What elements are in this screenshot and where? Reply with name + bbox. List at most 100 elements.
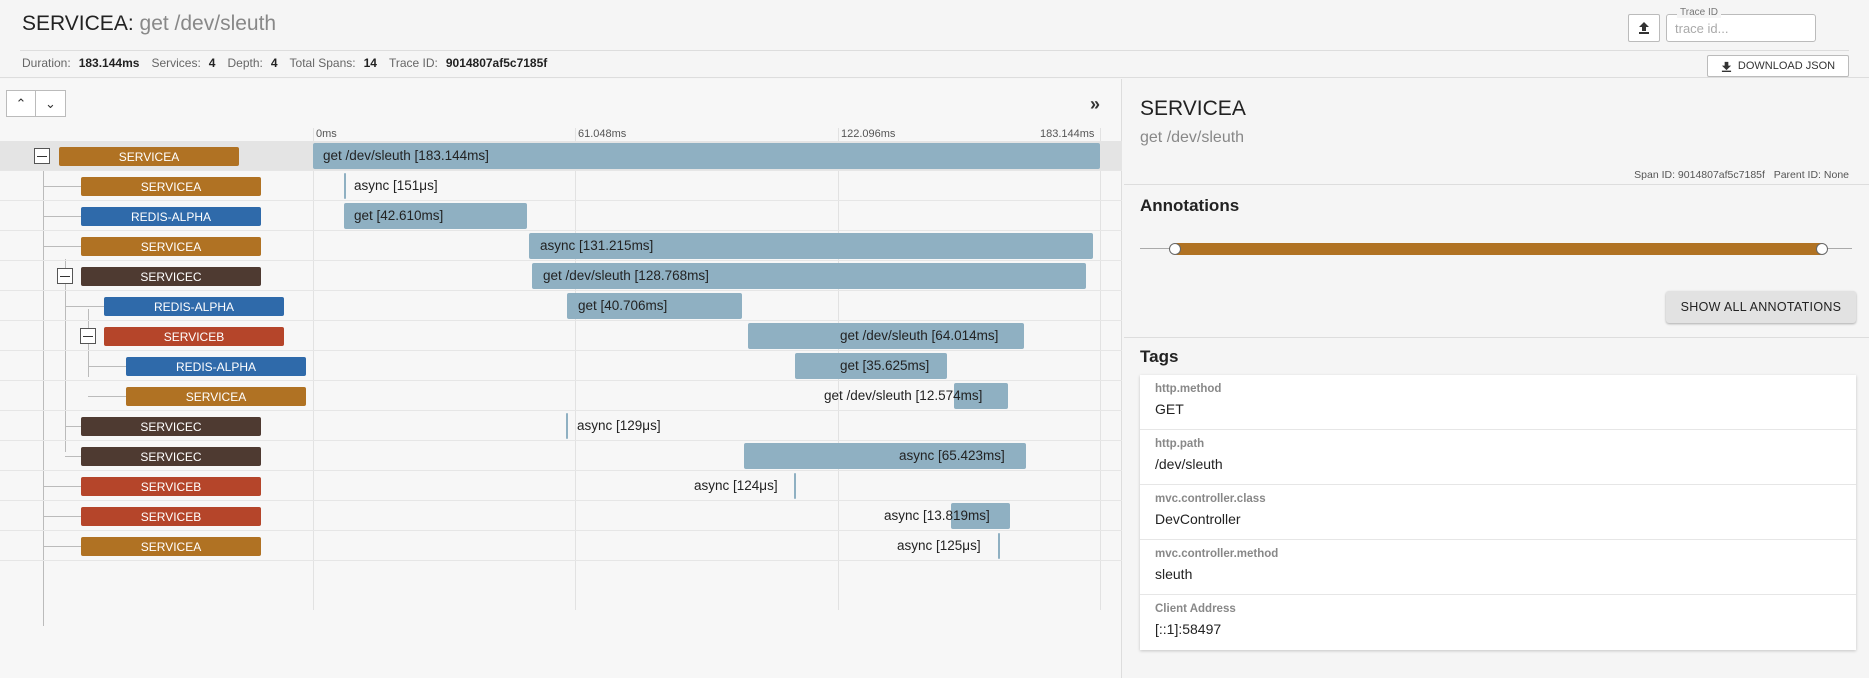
service-badge: SERVICEC bbox=[81, 267, 261, 286]
span-row[interactable]: REDIS-ALPHA get [40.706ms] bbox=[0, 291, 1122, 321]
tag-item: http.path /dev/sleuth bbox=[1140, 430, 1856, 485]
tree-line bbox=[65, 306, 104, 307]
service-badge: REDIS-ALPHA bbox=[81, 207, 261, 226]
span-bar bbox=[998, 533, 1000, 559]
trace-id-field[interactable]: Trace ID bbox=[1666, 7, 1816, 42]
parent-id-label: Parent ID: bbox=[1773, 169, 1821, 181]
span-bar bbox=[954, 383, 1008, 409]
download-json-button[interactable]: DOWNLOAD JSON bbox=[1707, 55, 1849, 77]
span-label: async [129μs] bbox=[577, 418, 661, 433]
tag-value: sleuth bbox=[1155, 566, 1193, 582]
annotation-marker[interactable] bbox=[1816, 243, 1828, 255]
download-icon bbox=[1721, 61, 1731, 72]
tag-item: mvc.controller.class DevController bbox=[1140, 485, 1856, 540]
tick-label: 122.096ms bbox=[841, 128, 896, 140]
depth-value: 4 bbox=[270, 56, 278, 70]
upload-icon bbox=[1639, 22, 1649, 34]
tree-line bbox=[43, 186, 81, 187]
show-all-annotations-button[interactable]: SHOW ALL ANNOTATIONS bbox=[1666, 291, 1856, 323]
detail-service-name: SERVICEA bbox=[1140, 97, 1246, 120]
tree-line bbox=[43, 159, 44, 626]
total-spans-label: Total Spans: bbox=[289, 56, 356, 70]
chevron-up-icon: ⌃ bbox=[15, 95, 27, 111]
tick-line bbox=[575, 128, 576, 610]
span-bar bbox=[566, 413, 568, 439]
collapse-toggle[interactable] bbox=[57, 268, 73, 284]
collapse-toggle[interactable] bbox=[34, 148, 50, 164]
tick-line bbox=[1100, 128, 1101, 610]
span-row[interactable]: SERVICEC async [129μs] bbox=[0, 411, 1122, 441]
span-row[interactable]: SERVICEA async [125μs] bbox=[0, 531, 1122, 561]
upload-button[interactable] bbox=[1628, 14, 1660, 42]
span-label: async [131.215ms] bbox=[540, 238, 654, 253]
double-chevron-right-icon: » bbox=[1090, 94, 1101, 114]
tag-key: http.path bbox=[1155, 438, 1205, 450]
span-label: async [125μs] bbox=[897, 538, 981, 553]
toggle-detail-button[interactable]: » bbox=[1090, 94, 1100, 115]
span-row[interactable]: SERVICEB async [13.819ms] bbox=[0, 501, 1122, 531]
span-row[interactable]: SERVICEC get /dev/sleuth [128.768ms] bbox=[0, 261, 1122, 291]
tags-title: Tags bbox=[1140, 347, 1179, 366]
span-label: get /dev/sleuth [183.144ms] bbox=[323, 148, 489, 163]
service-badge: SERVICEC bbox=[81, 447, 261, 466]
service-badge: SERVICEA bbox=[126, 387, 306, 406]
span-bar bbox=[567, 293, 742, 319]
tree-line bbox=[43, 216, 81, 217]
span-row[interactable]: SERVICEB async [124μs] bbox=[0, 471, 1122, 501]
service-badge: SERVICEC bbox=[81, 417, 261, 436]
tree-line bbox=[43, 546, 81, 547]
span-navigation: ⌃ ⌄ bbox=[6, 90, 66, 117]
span-bar bbox=[794, 473, 796, 499]
annotation-marker[interactable] bbox=[1169, 243, 1181, 255]
total-spans-value: 14 bbox=[363, 56, 377, 70]
tree-line bbox=[65, 456, 81, 457]
span-label: async [65.423ms] bbox=[899, 448, 1005, 463]
span-bar bbox=[795, 353, 947, 379]
service-badge: SERVICEA bbox=[81, 177, 261, 196]
span-bar bbox=[344, 173, 346, 199]
service-badge: SERVICEA bbox=[59, 147, 239, 166]
span-row[interactable]: SERVICEA async [131.215ms] bbox=[0, 231, 1122, 261]
parent-id-value: None bbox=[1823, 169, 1849, 181]
download-json-label: DOWNLOAD JSON bbox=[1737, 60, 1836, 72]
duration-value: 183.144ms bbox=[78, 56, 140, 70]
tick-label: 183.144ms bbox=[1040, 128, 1095, 140]
span-row[interactable]: REDIS-ALPHA get [35.625ms] bbox=[0, 351, 1122, 381]
tag-key: mvc.controller.class bbox=[1155, 493, 1266, 505]
service-badge: SERVICEB bbox=[81, 507, 261, 526]
duration-label: Duration: bbox=[22, 56, 71, 70]
trace-timeline: ⌃ ⌄ » 0ms 61.048ms 122.096ms 183.144ms S… bbox=[0, 79, 1122, 678]
span-label: get [35.625ms] bbox=[840, 358, 930, 373]
collapse-toggle[interactable] bbox=[80, 328, 96, 344]
span-label: async [13.819ms] bbox=[884, 508, 990, 523]
span-row[interactable]: SERVICEA async [151μs] bbox=[0, 171, 1122, 201]
span-row[interactable]: SERVICEA get /dev/sleuth [183.144ms] bbox=[0, 141, 1122, 171]
trace-id-label: Trace ID: bbox=[388, 56, 438, 70]
span-row[interactable]: SERVICEB get /dev/sleuth [64.014ms] bbox=[0, 321, 1122, 351]
trace-id-input[interactable] bbox=[1667, 15, 1815, 41]
span-row[interactable]: REDIS-ALPHA get [42.610ms] bbox=[0, 201, 1122, 231]
tag-value: /dev/sleuth bbox=[1155, 456, 1223, 472]
tree-line bbox=[88, 396, 126, 397]
tick-label: 0ms bbox=[316, 128, 337, 140]
span-label: async [124μs] bbox=[694, 478, 778, 493]
next-span-button[interactable]: ⌄ bbox=[36, 90, 66, 117]
span-row[interactable]: SERVICEC async [65.423ms] bbox=[0, 441, 1122, 471]
span-id-value: 9014807af5c7185f bbox=[1677, 169, 1765, 181]
detail-divider bbox=[1124, 184, 1869, 185]
trace-id-field-label: Trace ID bbox=[1677, 7, 1721, 18]
services-label: Services: bbox=[151, 56, 201, 70]
detail-span-name: get /dev/sleuth bbox=[1140, 129, 1245, 146]
header-divider bbox=[20, 50, 1849, 51]
tag-item: mvc.controller.method sleuth bbox=[1140, 540, 1856, 595]
span-row[interactable]: SERVICEA get /dev/sleuth [12.574ms] bbox=[0, 381, 1122, 411]
span-bar bbox=[748, 323, 1024, 349]
tag-item: Client Address [::1]:58497 bbox=[1140, 595, 1856, 650]
tag-value: GET bbox=[1155, 401, 1184, 417]
tree-line bbox=[88, 366, 126, 367]
service-badge: SERVICEB bbox=[104, 327, 284, 346]
span-label: get [42.610ms] bbox=[354, 208, 444, 223]
service-badge: SERVICEA bbox=[81, 237, 261, 256]
previous-span-button[interactable]: ⌃ bbox=[6, 90, 36, 117]
title-separator: : bbox=[127, 12, 134, 35]
